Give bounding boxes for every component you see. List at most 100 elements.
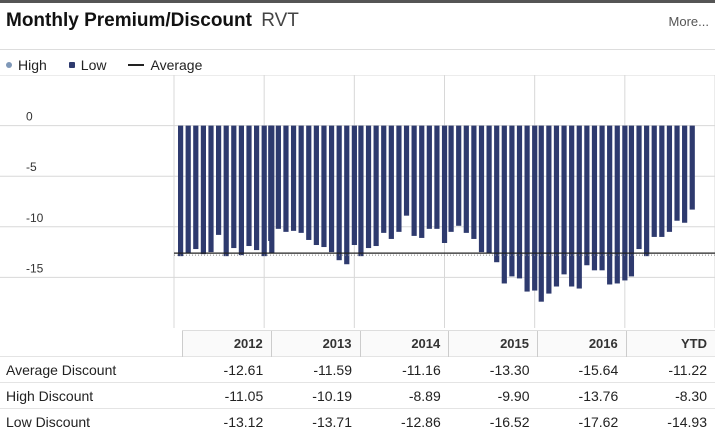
- discount-bar: [682, 126, 687, 223]
- discount-table: 2012 2013 2014 2015 2016 YTD Average Dis…: [0, 330, 715, 434]
- more-link[interactable]: More...: [669, 14, 709, 29]
- year-header: 2016: [538, 331, 627, 357]
- discount-bar: [502, 126, 507, 284]
- legend-average[interactable]: Average: [128, 57, 202, 73]
- discount-bar: [337, 126, 342, 261]
- year-header: 2015: [449, 331, 538, 357]
- discount-bar: [358, 126, 363, 257]
- discount-bar: [239, 126, 244, 256]
- discount-bar: [283, 126, 288, 232]
- discount-bar: [178, 126, 183, 257]
- table-cell: -9.90: [449, 383, 538, 409]
- title-text: Monthly Premium/Discount: [6, 10, 252, 31]
- discount-bar: [366, 126, 371, 248]
- y-tick-label: -15: [26, 261, 44, 275]
- discount-bar: [268, 126, 273, 241]
- discount-bar: [487, 126, 492, 254]
- legend-average-label: Average: [150, 57, 202, 73]
- discount-bar: [299, 126, 304, 233]
- discount-bar: [592, 126, 597, 271]
- discount-bar: [374, 126, 379, 246]
- legend-high[interactable]: High: [6, 57, 47, 73]
- table-cell: -8.89: [360, 383, 449, 409]
- discount-bar: [419, 126, 424, 238]
- discount-bar: [667, 126, 672, 232]
- table-cell: -13.12: [183, 409, 272, 434]
- discount-bar: [456, 126, 461, 226]
- chart-legend: High Low Average: [6, 57, 224, 73]
- legend-low-label: Low: [81, 57, 107, 73]
- discount-bar: [306, 126, 311, 240]
- average-line-icon: [128, 64, 144, 66]
- discount-bar: [494, 126, 499, 263]
- discount-bar: [509, 126, 514, 277]
- discount-bar: [449, 126, 454, 232]
- ticker-symbol: RVT: [261, 10, 299, 31]
- discount-bar: [659, 126, 664, 237]
- table-cell: -17.62: [538, 409, 627, 434]
- discount-bar: [546, 126, 551, 294]
- discount-bar: [412, 126, 417, 236]
- table-cell: -13.30: [449, 357, 538, 383]
- discount-bar: [246, 126, 251, 246]
- discount-bar: [186, 126, 191, 254]
- table-cell: -13.71: [271, 409, 360, 434]
- discount-bar: [690, 126, 695, 210]
- discount-bar: [622, 126, 627, 281]
- discount-bar: [231, 126, 236, 248]
- high-marker-icon: [6, 62, 12, 68]
- table-cell: -15.64: [538, 357, 627, 383]
- discount-bar: [539, 126, 544, 302]
- table-cell: -10.19: [271, 383, 360, 409]
- table-cell: -14.93: [626, 409, 715, 434]
- table-cell: -11.22: [626, 357, 715, 383]
- low-marker-icon: [69, 62, 75, 68]
- discount-bar: [442, 126, 447, 243]
- table-cell: -11.05: [183, 383, 272, 409]
- discount-bar: [352, 126, 357, 245]
- discount-bar: [329, 126, 334, 253]
- discount-bar: [525, 126, 530, 292]
- table-cell: -11.59: [271, 357, 360, 383]
- year-header: 2012: [183, 331, 272, 357]
- discount-bar: [644, 126, 649, 257]
- discount-bar: [554, 126, 559, 287]
- discount-bar: [262, 126, 267, 257]
- discount-bar: [652, 126, 657, 237]
- discount-bar: [396, 126, 401, 232]
- discount-bar: [607, 126, 612, 285]
- discount-bar: [193, 126, 198, 249]
- discount-bar: [216, 126, 221, 235]
- header-divider: [0, 49, 715, 50]
- table-row: Average Discount -12.61 -11.59 -11.16 -1…: [0, 357, 715, 383]
- y-tick-label: -5: [26, 160, 37, 174]
- table-cell: -12.61: [183, 357, 272, 383]
- discount-bar: [201, 126, 206, 255]
- table-header-row: 2012 2013 2014 2015 2016 YTD: [0, 331, 715, 357]
- discount-bar: [464, 126, 469, 233]
- table-cell: -8.30: [626, 383, 715, 409]
- table-corner: [0, 331, 183, 357]
- discount-bar: [389, 126, 394, 239]
- discount-bar: [321, 126, 326, 247]
- discount-bar: [254, 126, 259, 250]
- discount-bar: [532, 126, 537, 291]
- discount-bar: [629, 126, 634, 277]
- y-tick-label: -10: [26, 211, 44, 225]
- discount-bar: [208, 126, 213, 253]
- y-tick-label: 0: [26, 110, 33, 124]
- table-row: High Discount -11.05 -10.19 -8.89 -9.90 …: [0, 383, 715, 409]
- discount-bar: [569, 126, 574, 287]
- discount-bar: [615, 126, 620, 284]
- discount-bar: [561, 126, 566, 275]
- legend-low[interactable]: Low: [69, 57, 107, 73]
- discount-bar: [381, 126, 386, 233]
- discount-bar: [471, 126, 476, 239]
- year-header: YTD: [626, 331, 715, 357]
- discount-bar: [674, 126, 679, 221]
- discount-bar: [344, 126, 349, 265]
- row-label: High Discount: [0, 383, 183, 409]
- discount-bar: [224, 126, 229, 257]
- table-cell: -11.16: [360, 357, 449, 383]
- discount-bar: [314, 126, 319, 245]
